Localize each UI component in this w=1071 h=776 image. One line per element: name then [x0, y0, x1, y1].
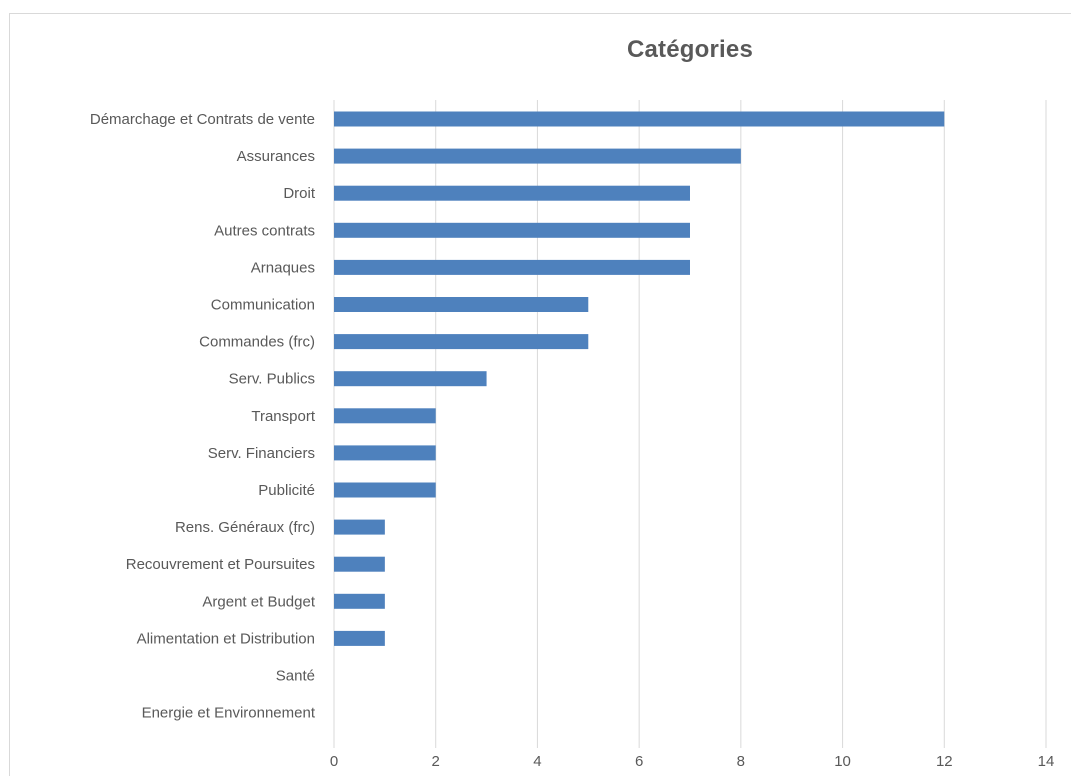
- bar: [334, 519, 385, 535]
- x-tick-label: 0: [330, 753, 338, 770]
- bar: [334, 630, 385, 646]
- x-tick-label: 8: [737, 753, 745, 770]
- category-label: Démarchage et Contrats de vente: [90, 111, 315, 128]
- x-tick-label: 10: [834, 753, 851, 770]
- bar: [334, 259, 690, 275]
- x-tick-label: 12: [936, 753, 953, 770]
- x-tick-label: 14: [1038, 753, 1055, 770]
- bar: [334, 593, 385, 609]
- category-label: Rens. Généraux (frc): [175, 519, 315, 536]
- category-label: Santé: [276, 668, 315, 685]
- bar: [334, 408, 436, 424]
- category-label: Assurances: [237, 148, 315, 165]
- category-label: Transport: [251, 408, 315, 425]
- bar: [334, 185, 690, 201]
- category-label: Energie et Environnement: [142, 705, 316, 722]
- category-label: Autres contrats: [214, 222, 315, 239]
- bar: [334, 482, 436, 498]
- bar: [334, 371, 487, 387]
- bar: [334, 556, 385, 572]
- bars: [334, 111, 945, 646]
- category-label: Serv. Publics: [229, 371, 315, 388]
- category-label: Argent et Budget: [202, 593, 315, 610]
- category-label: Alimentation et Distribution: [137, 630, 315, 647]
- bar: [334, 445, 436, 461]
- x-tick-label: 2: [432, 753, 440, 770]
- x-tick-label: 4: [533, 753, 541, 770]
- category-label: Arnaques: [251, 259, 315, 276]
- bar: [334, 222, 690, 238]
- bar: [334, 111, 945, 127]
- x-tick-label: 6: [635, 753, 643, 770]
- bar: [334, 297, 589, 312]
- bar: [334, 334, 589, 350]
- bar: [334, 148, 741, 164]
- category-label: Recouvrement et Poursuites: [126, 556, 315, 573]
- chart-title: Catégories: [626, 36, 754, 63]
- category-label: Commandes (frc): [199, 334, 315, 351]
- category-label: Droit: [283, 185, 316, 202]
- chart-frame: [9, 13, 1071, 776]
- category-labels: Démarchage et Contrats de vente Assurance…: [90, 111, 316, 722]
- category-label: Publicité: [258, 482, 315, 499]
- x-axis-ticks: 0 2 4 6 8 10 12 14: [330, 753, 1055, 770]
- category-label: Communication: [211, 297, 315, 314]
- category-label: Serv. Financiers: [208, 445, 315, 462]
